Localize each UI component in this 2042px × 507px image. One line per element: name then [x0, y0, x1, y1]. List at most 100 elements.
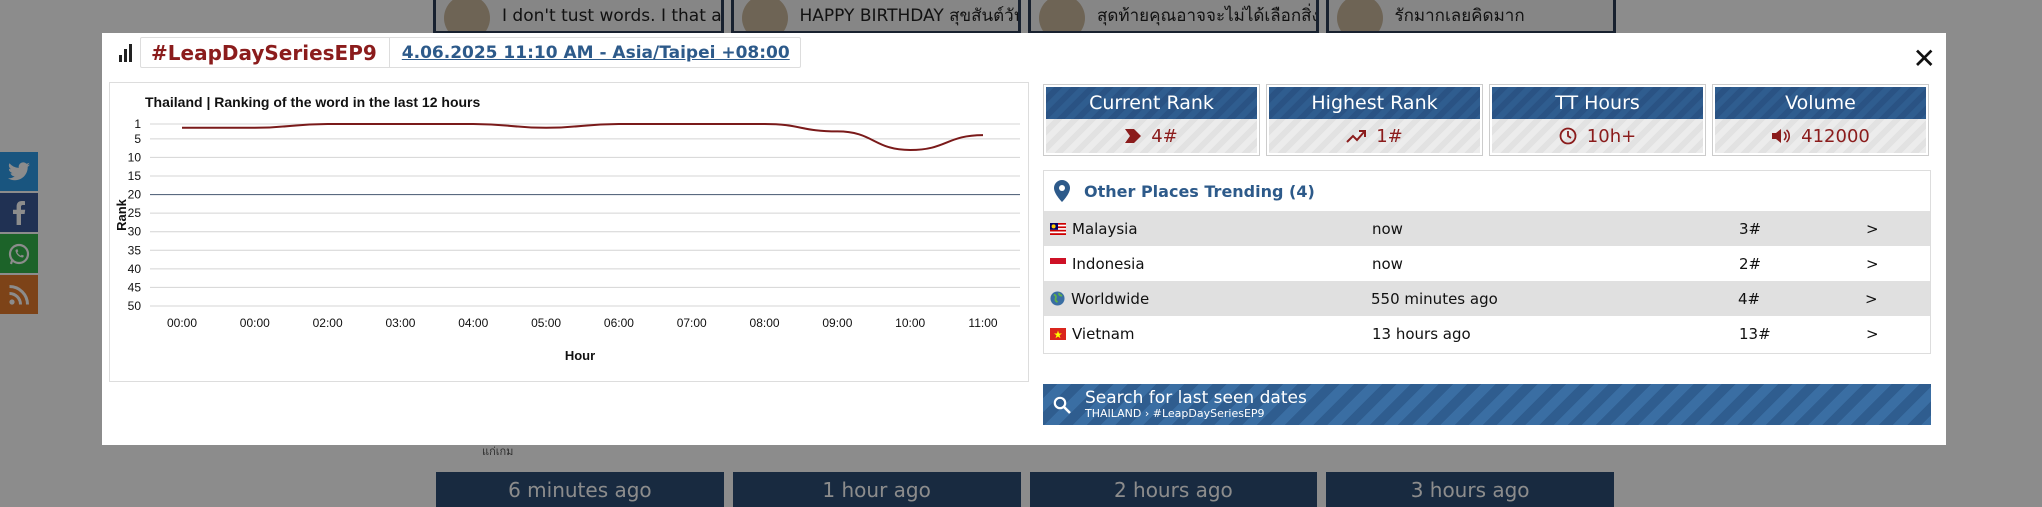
place-row[interactable]: Indonesia now 2# > — [1044, 246, 1930, 281]
y-tick-label: 1 — [134, 117, 141, 131]
close-icon[interactable]: ✕ — [1912, 42, 1936, 75]
y-tick-label: 15 — [128, 169, 142, 183]
place-time: 13 hours ago — [1372, 324, 1471, 343]
malaysia-flag-icon — [1050, 222, 1066, 235]
tweet-card-text: I don't tust words. I that actions. — [502, 5, 722, 26]
twitter-icon[interactable] — [0, 152, 38, 191]
tweet-card[interactable]: HAPPY BIRTHDAY สุขสันต์วันเกิด — [730, 0, 1021, 34]
time-filter-button[interactable]: 2 hours ago — [1029, 472, 1318, 507]
stat-value-box: 10h+ — [1492, 119, 1703, 153]
place-row[interactable]: Malaysia now 3# > — [1044, 211, 1930, 246]
tweet-card[interactable]: สุดท้ายคุณอาจจะไม่ได้เลือกสิ่งที่ดี — [1028, 0, 1319, 34]
rank-data-point[interactable] — [904, 144, 916, 156]
place-rank: 4# — [1738, 289, 1761, 308]
place-name: Worldwide — [1071, 289, 1150, 308]
globe-icon — [1050, 291, 1065, 306]
search-last-seen-button[interactable]: Search for last seen dates THAILAND › #L… — [1043, 384, 1931, 425]
place-time: now — [1372, 254, 1403, 273]
place-row[interactable]: Worldwide 550 minutes ago 4# > — [1044, 281, 1930, 316]
place-open-link[interactable]: > — [1866, 254, 1879, 273]
tweet-card-text: สุดท้ายคุณอาจจะไม่ได้เลือกสิ่งที่ดี — [1097, 6, 1319, 26]
rank-data-point[interactable] — [467, 118, 479, 130]
y-tick-label: 35 — [128, 243, 142, 257]
search-breadcrumb: THAILAND › #LeapDaySeriesEP9 — [1085, 406, 1265, 420]
tweet-card[interactable]: I don't tust words. I that actions. — [433, 0, 724, 34]
chart-title: Thailand | Ranking of the word in the la… — [145, 94, 480, 110]
y-tick-label: 40 — [128, 262, 142, 276]
x-tick-label: 05:00 — [531, 316, 561, 330]
y-tick-label: 20 — [128, 188, 142, 202]
x-tick-label: 00:00 — [167, 316, 197, 330]
indonesia-flag-icon — [1050, 257, 1066, 270]
stat-label: TT Hours — [1492, 87, 1703, 119]
place-name: Indonesia — [1072, 254, 1145, 273]
x-tick-label: 11:00 — [968, 316, 997, 330]
stat-tt-hours: TT Hours 10h+ — [1489, 84, 1706, 156]
rank-data-point[interactable] — [322, 118, 334, 130]
avatar — [1336, 0, 1383, 31]
hashtag-title: #LeapDaySeriesEP9 — [141, 38, 390, 67]
trend-up-icon — [1346, 130, 1367, 143]
other-places-header: Other Places Trending (4) — [1044, 171, 1930, 211]
stat-label: Highest Rank — [1269, 87, 1480, 119]
x-tick-label: 02:00 — [313, 316, 343, 330]
x-tick-label: 10:00 — [895, 316, 925, 330]
rank-data-point[interactable] — [394, 118, 406, 130]
y-tick-label: 45 — [128, 280, 142, 294]
x-tick-label: 06:00 — [604, 316, 634, 330]
whatsapp-icon[interactable] — [0, 234, 38, 273]
stat-highest-rank: Highest Rank 1# — [1266, 84, 1483, 156]
clock-icon — [1559, 127, 1577, 145]
stat-value-box: 1# — [1269, 119, 1480, 153]
rank-line-chart: Thailand | Ranking of the word in the la… — [114, 94, 1020, 363]
place-open-link[interactable]: > — [1865, 289, 1878, 308]
chart-x-axis-label: Hour — [565, 348, 595, 363]
rank-chart-panel: Thailand | Ranking of the word in the la… — [109, 82, 1029, 382]
modal-header: #LeapDaySeriesEP9 4.06.2025 11:10 AM - A… — [110, 37, 801, 68]
place-time: now — [1372, 219, 1403, 238]
social-share-bar — [0, 152, 38, 316]
stat-label: Current Rank — [1046, 87, 1257, 119]
rank-data-point[interactable] — [540, 122, 552, 134]
x-tick-label: 03:00 — [385, 316, 415, 330]
rank-data-point[interactable] — [686, 118, 698, 130]
rank-data-point[interactable] — [831, 125, 843, 137]
stats-row: Current Rank 4# Highest Rank 1# TT Hours… — [1043, 84, 1929, 156]
avatar — [1039, 0, 1085, 31]
stat-value-box: 412000 — [1715, 119, 1926, 153]
trend-detail-modal: #LeapDaySeriesEP9 4.06.2025 11:10 AM - A… — [102, 33, 1946, 445]
stat-value: 412000 — [1801, 125, 1870, 147]
x-tick-label: 09:00 — [822, 316, 852, 330]
place-open-link[interactable]: > — [1866, 219, 1879, 238]
rank-data-point[interactable] — [759, 118, 771, 130]
chevron-right-icon — [1125, 129, 1142, 143]
stat-label: Volume — [1715, 87, 1926, 119]
x-tick-label: 07:00 — [677, 316, 707, 330]
place-rank: 3# — [1739, 219, 1762, 238]
place-open-link[interactable]: > — [1866, 324, 1879, 343]
rank-data-point[interactable] — [249, 122, 261, 134]
x-tick-label: 00:00 — [240, 316, 270, 330]
y-tick-label: 25 — [128, 206, 142, 220]
rank-data-point[interactable] — [613, 118, 625, 130]
search-icon — [1053, 396, 1071, 414]
y-tick-label: 30 — [128, 225, 142, 239]
place-row[interactable]: Vietnam 13 hours ago 13# > — [1044, 316, 1930, 351]
rank-series-line — [182, 123, 984, 152]
search-text: Search for last seen dates THAILAND › #L… — [1085, 389, 1307, 420]
tweet-card[interactable]: รักมากเลยคิดมาก — [1325, 0, 1616, 34]
rank-data-point[interactable] — [977, 129, 989, 141]
datetime-link[interactable]: 4.06.2025 11:10 AM - Asia/Taipei +08:00 — [401, 42, 790, 63]
vietnam-flag-icon — [1050, 327, 1066, 340]
avatar — [741, 0, 788, 31]
rank-data-point[interactable] — [176, 122, 188, 134]
time-filter-button[interactable]: 3 hours ago — [1326, 472, 1614, 507]
stat-value: 10h+ — [1586, 125, 1637, 147]
speaker-icon — [1772, 129, 1791, 143]
time-filter-button[interactable]: 1 hour ago — [732, 472, 1021, 507]
time-filter-button[interactable]: 6 minutes ago — [436, 472, 724, 507]
y-tick-label: 10 — [128, 150, 142, 164]
tweet-card-text: HAPPY BIRTHDAY สุขสันต์วันเกิด — [799, 6, 1019, 26]
facebook-icon[interactable] — [0, 193, 38, 232]
rss-icon[interactable] — [0, 275, 38, 314]
